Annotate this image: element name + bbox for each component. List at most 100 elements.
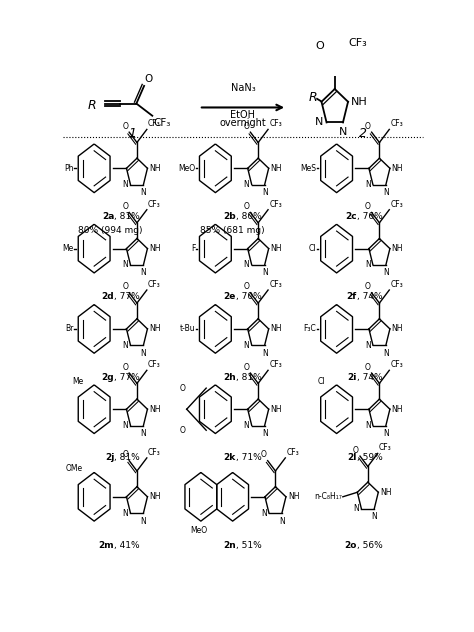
Text: NH: NH [288, 492, 299, 501]
Text: Cl: Cl [309, 244, 316, 253]
Text: N: N [141, 349, 146, 358]
Text: , 80%: , 80% [236, 212, 261, 221]
Text: NH: NH [271, 244, 282, 253]
Text: CF₃: CF₃ [148, 360, 161, 369]
Text: N: N [383, 349, 389, 358]
Text: N: N [339, 127, 347, 137]
Text: , 59%: , 59% [357, 453, 383, 462]
Text: N: N [141, 429, 146, 438]
Text: NH: NH [392, 404, 403, 414]
Text: Br: Br [65, 324, 74, 334]
Text: O: O [244, 122, 249, 131]
Text: O: O [179, 426, 185, 435]
Text: N: N [244, 180, 249, 189]
Text: 2c: 2c [345, 212, 357, 221]
Text: EtOH: EtOH [230, 110, 255, 120]
Text: , 81%: , 81% [236, 373, 261, 382]
Text: O: O [122, 363, 128, 372]
Text: n-C₈H₁₇: n-C₈H₁₇ [314, 492, 342, 501]
Text: N: N [262, 349, 267, 358]
Text: N: N [141, 269, 146, 277]
Text: CF₃: CF₃ [391, 119, 403, 128]
Text: O: O [244, 202, 249, 211]
Text: O: O [122, 283, 128, 291]
Text: N: N [244, 260, 249, 269]
Text: CF₃: CF₃ [391, 280, 403, 289]
Text: , 41%: , 41% [114, 540, 140, 550]
Text: O: O [353, 446, 359, 454]
Text: N: N [262, 188, 267, 197]
Text: CF₃: CF₃ [148, 119, 161, 128]
Text: CF₃: CF₃ [379, 444, 392, 453]
Text: NH: NH [271, 164, 282, 173]
Text: O: O [145, 74, 153, 84]
Text: N: N [122, 341, 128, 349]
Text: N: N [354, 504, 359, 513]
Text: O: O [122, 122, 128, 131]
Text: CF₃: CF₃ [269, 360, 282, 369]
Text: N: N [383, 269, 389, 277]
Text: 2m: 2m [99, 540, 114, 550]
Text: N: N [365, 260, 371, 269]
Text: N: N [244, 421, 249, 430]
Text: O: O [122, 450, 128, 459]
Text: CF₃: CF₃ [286, 448, 299, 457]
Text: N: N [383, 188, 389, 197]
Text: , 76%: , 76% [357, 212, 383, 221]
Text: , 56%: , 56% [357, 540, 383, 550]
Text: F₃C: F₃C [304, 324, 316, 334]
Text: O: O [122, 202, 128, 211]
Text: 2i: 2i [347, 373, 357, 382]
Text: t-Bu: t-Bu [180, 324, 195, 334]
Text: N: N [141, 516, 146, 526]
Text: R: R [309, 92, 317, 104]
Text: N: N [122, 260, 128, 269]
Text: N: N [372, 512, 377, 521]
Text: N: N [244, 341, 249, 349]
Text: CF₃: CF₃ [269, 119, 282, 128]
Text: NaN₃: NaN₃ [230, 83, 255, 93]
Text: CF₃: CF₃ [269, 280, 282, 289]
Text: NH: NH [392, 244, 403, 253]
Text: CF₃: CF₃ [391, 360, 403, 369]
Text: CF₃: CF₃ [154, 118, 171, 128]
Text: MeO: MeO [178, 164, 195, 173]
Text: , 81%: , 81% [114, 212, 140, 221]
Text: N: N [262, 429, 267, 438]
Text: NH: NH [271, 404, 282, 414]
Text: 2h: 2h [223, 373, 236, 382]
Text: NH: NH [149, 244, 161, 253]
Text: overnight: overnight [219, 118, 266, 128]
Text: N: N [141, 188, 146, 197]
Text: N: N [315, 118, 324, 128]
Text: O: O [244, 283, 249, 291]
Text: , 77%: , 77% [114, 293, 140, 301]
Text: N: N [365, 341, 371, 349]
Text: N: N [122, 180, 128, 189]
Text: NH: NH [351, 97, 367, 107]
Text: O: O [365, 363, 371, 372]
Text: O: O [365, 283, 371, 291]
Text: N: N [122, 509, 128, 518]
Text: , 81%: , 81% [114, 453, 140, 462]
Text: NH: NH [149, 324, 161, 334]
Text: 2b: 2b [223, 212, 236, 221]
Text: MeO: MeO [191, 526, 208, 535]
Text: 2d: 2d [102, 293, 114, 301]
Text: N: N [262, 269, 267, 277]
Text: MeS: MeS [301, 164, 316, 173]
Text: NH: NH [149, 164, 161, 173]
Text: 2k: 2k [223, 453, 236, 462]
Text: Me: Me [63, 244, 74, 253]
Text: OMe: OMe [66, 465, 83, 473]
Text: NH: NH [392, 164, 403, 173]
Text: , 74%: , 74% [357, 373, 383, 382]
Text: Ph: Ph [64, 164, 74, 173]
Text: 2f: 2f [346, 293, 357, 301]
Text: N: N [122, 421, 128, 430]
Text: N: N [279, 516, 285, 526]
Text: F: F [191, 244, 195, 253]
Text: 2o: 2o [345, 540, 357, 550]
Text: 2j: 2j [105, 453, 114, 462]
Text: , 77%: , 77% [114, 373, 140, 382]
